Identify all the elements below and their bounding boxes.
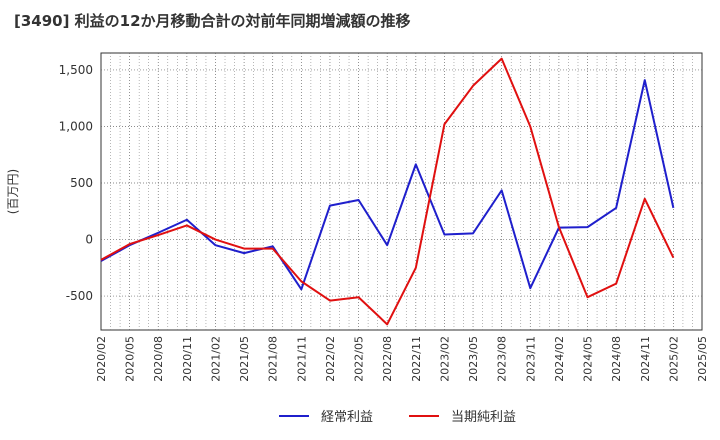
chart-title: [3490] 利益の12か月移動合計の対前年同期増減額の推移 — [14, 12, 411, 30]
x-tick-label: 2025/02 — [667, 336, 680, 382]
x-tick-label: 2024/02 — [553, 336, 566, 382]
plot-area — [100, 52, 703, 331]
x-tick-label: 2020/02 — [95, 336, 108, 382]
y-tick-label: 500 — [70, 176, 93, 190]
x-tick-label: 2021/05 — [238, 336, 251, 382]
legend-label-1: 経常利益 — [321, 410, 373, 425]
x-tick-label: 2022/08 — [381, 336, 394, 382]
x-tick-label: 2023/11 — [524, 336, 537, 382]
x-tick-label: 2025/05 — [696, 336, 709, 382]
y-tick-label: 0 — [85, 233, 93, 247]
y-tick-label: -500 — [66, 289, 93, 303]
x-tick-label: 2021/02 — [209, 336, 222, 382]
x-tick-label: 2021/11 — [295, 336, 308, 382]
x-tick-label: 2020/05 — [124, 336, 137, 382]
x-tick-label: 2022/11 — [410, 336, 423, 382]
x-tick-label: 2024/05 — [582, 336, 595, 382]
x-tick-label: 2023/08 — [496, 336, 509, 382]
x-tick-label: 2024/11 — [639, 336, 652, 382]
y-tick-label: 1,500 — [59, 63, 93, 77]
x-tick-label: 2020/08 — [152, 336, 165, 382]
x-tick-label: 2021/08 — [267, 336, 280, 382]
x-tick-label: 2023/05 — [467, 336, 480, 382]
x-tick-label: 2022/05 — [353, 336, 366, 382]
x-tick-label: 2020/11 — [181, 336, 194, 382]
x-tick-label: 2023/02 — [438, 336, 451, 382]
y-tick-label: 1,000 — [59, 119, 93, 133]
x-tick-label: 2022/02 — [324, 336, 337, 382]
y-axis-label: (百万円) — [6, 169, 20, 214]
x-tick-label: 2024/08 — [610, 336, 623, 382]
legend-label-2: 当期純利益 — [451, 410, 516, 425]
